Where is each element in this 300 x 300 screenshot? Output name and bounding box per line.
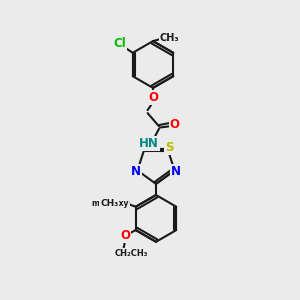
Text: O: O: [120, 229, 130, 242]
Text: CH₃: CH₃: [160, 32, 179, 43]
Text: N: N: [171, 164, 181, 178]
Text: HN: HN: [139, 137, 159, 150]
Text: CH₃: CH₃: [100, 199, 118, 208]
Text: O: O: [119, 196, 129, 210]
Text: O: O: [148, 91, 158, 104]
Text: S: S: [165, 141, 173, 154]
Text: methoxy: methoxy: [91, 199, 129, 208]
Text: CH₂CH₃: CH₂CH₃: [115, 249, 148, 258]
Text: Cl: Cl: [114, 37, 127, 50]
Text: O: O: [169, 118, 180, 131]
Text: N: N: [131, 164, 141, 178]
